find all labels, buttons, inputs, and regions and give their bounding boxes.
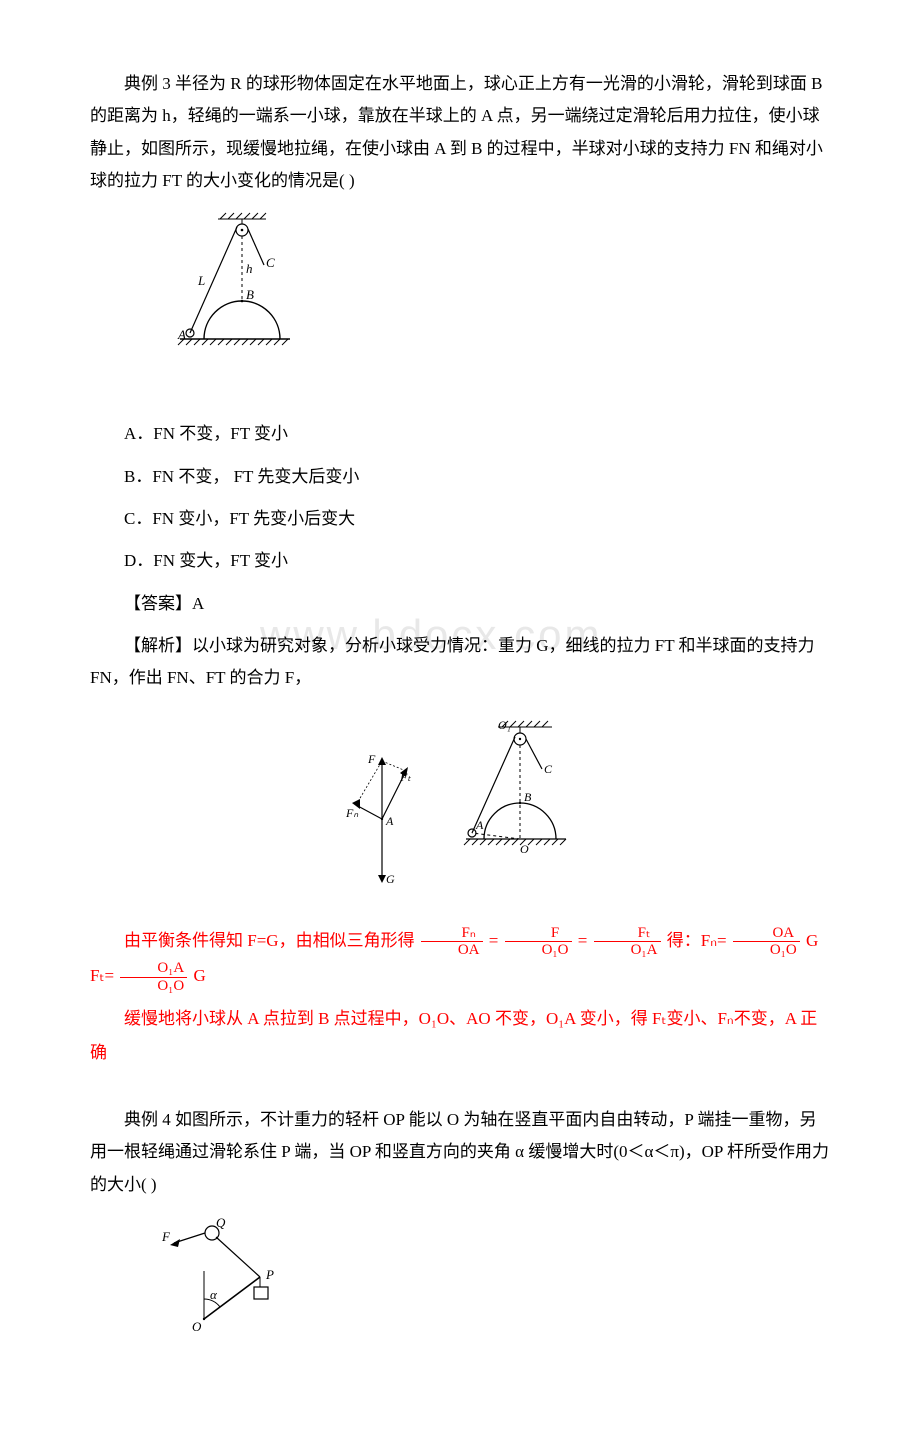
label-o: O	[520, 842, 529, 856]
frac1-num: Fₙ	[421, 925, 483, 943]
label-f4: F	[161, 1229, 171, 1244]
red-line1: 由平衡条件得知 F=G，由相似三角形得 FₙOA = FO₁O = FₜO₁A …	[90, 924, 830, 994]
spacer	[90, 1078, 830, 1096]
rope-right	[248, 229, 264, 265]
diagram4-svg: O α P Q F	[160, 1215, 310, 1335]
example4-diagram: O α P Q F	[160, 1215, 830, 1346]
d2-right: O₁ C B	[464, 718, 566, 856]
label-b: B	[246, 287, 254, 302]
r1-t4: 得：Fₙ=	[667, 931, 727, 950]
label-f: F	[367, 752, 376, 766]
label-o4: O	[192, 1319, 202, 1334]
label-p: P	[265, 1267, 274, 1282]
weight-box	[254, 1287, 268, 1299]
diagram2-svg: O₁ C B	[320, 709, 600, 899]
b-dot	[241, 300, 244, 303]
frac1-den: OA	[421, 942, 483, 959]
label-c2: C	[544, 762, 553, 776]
frac3-num: Fₜ	[594, 925, 661, 943]
example3-diagram1: A B C L h	[160, 211, 830, 390]
example3-text: 半径为 R 的球形物体固定在水平地面上，球心正上方有一光滑的小滑轮，滑轮到球面 …	[90, 74, 823, 190]
frac4: OAO₁O	[733, 925, 800, 959]
label-o1: O₁	[498, 718, 511, 732]
frac1: FₙOA	[421, 925, 483, 959]
red-line2: 缓慢地将小球从 A 点拉到 B 点过程中，O₁O、AO 不变，O₁A 变小，得 …	[90, 1002, 830, 1070]
label-a: A	[177, 327, 186, 342]
frac2-num: F	[505, 925, 572, 943]
ceiling-hatch	[218, 213, 266, 219]
label-l: L	[197, 273, 205, 288]
explanation-span: 【解析】以小球为研究对象，分析小球受力情况：重力 G，细线的拉力 FT 和半球面…	[90, 636, 815, 687]
example4-prompt: 典例 4 如图所示，不计重力的轻杆 OP 能以 O 为轴在竖直平面内自由转动，P…	[90, 1104, 830, 1201]
label-ft: Fₜ	[399, 770, 411, 784]
label-c: C	[266, 255, 275, 270]
label-a3: A	[385, 814, 394, 828]
d2-left: A F Fₜ Fₙ G	[345, 752, 411, 886]
frac3-den: O₁A	[594, 942, 661, 959]
frac2-den: O₁O	[505, 942, 572, 959]
answer-label: 【答案】A	[90, 588, 830, 620]
frac2: FO₁O	[505, 925, 572, 959]
r1-t2: =	[489, 931, 499, 950]
frac4-den: O₁O	[733, 942, 800, 959]
explanation-text: 【解析】以小球为研究对象，分析小球受力情况：重力 G，细线的拉力 FT 和半球面…	[90, 630, 830, 695]
frac5-num: O₁A	[120, 960, 187, 978]
r1-t1: 由平衡条件得知 F=G，由相似三角形得	[124, 931, 415, 950]
label-h: h	[246, 261, 253, 276]
option-a: A．FN 不变，FT 变小	[90, 418, 830, 450]
example3-title: 典例 3	[124, 74, 171, 93]
frac3: FₜO₁A	[594, 925, 661, 959]
hemisphere	[204, 301, 280, 339]
example4-text: 如图所示，不计重力的轻杆 OP 能以 O 为轴在竖直平面内自由转动，P 端挂一重…	[90, 1110, 829, 1194]
example4-title: 典例 4	[124, 1110, 171, 1129]
frac4-num: OA	[733, 925, 800, 943]
label-a2: A	[475, 818, 484, 832]
label-q: Q	[216, 1215, 226, 1230]
r1-t3: =	[578, 931, 588, 950]
r1-t6: G	[193, 966, 205, 985]
frac5: O₁AO₁O	[120, 960, 187, 994]
example3-prompt: 典例 3 半径为 R 的球形物体固定在水平地面上，球心正上方有一光滑的小滑轮，滑…	[90, 68, 830, 197]
label-alpha: α	[210, 1287, 218, 1302]
page-content: 典例 3 半径为 R 的球形物体固定在水平地面上，球心正上方有一光滑的小滑轮，滑…	[90, 68, 830, 1346]
frac5-den: O₁O	[120, 978, 187, 995]
pulley-dot	[241, 229, 244, 232]
option-c: C．FN 变小，FT 先变小后变大	[90, 503, 830, 535]
diagram1-svg: A B C L h	[160, 211, 296, 379]
label-fn: Fₙ	[345, 806, 358, 820]
option-b: B．FN 不变， FT 先变大后变小	[90, 461, 830, 493]
label-b2: B	[524, 790, 532, 804]
example3-diagram2: O₁ C B	[90, 709, 830, 910]
label-g: G	[386, 872, 395, 886]
option-d: D．FN 变大，FT 变小	[90, 545, 830, 577]
ground-hatch	[178, 339, 288, 345]
